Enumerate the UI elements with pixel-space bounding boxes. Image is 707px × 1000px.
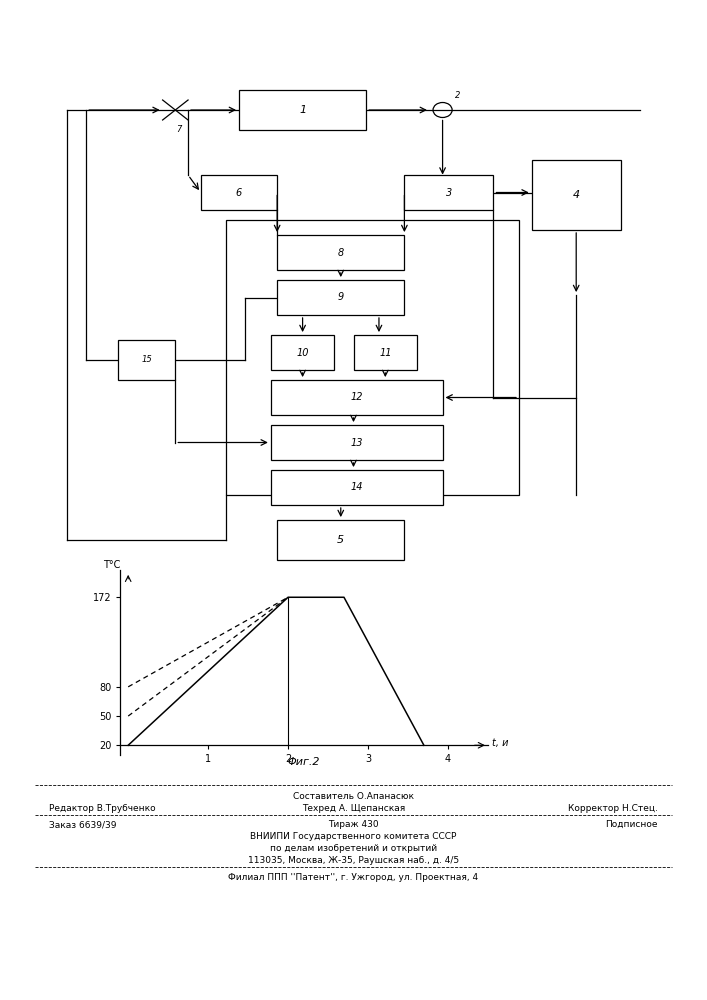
Text: Заказ 6639/39: Заказ 6639/39 (49, 820, 117, 829)
Text: Φиг.2: Φиг.2 (288, 757, 320, 767)
Text: T°C: T°C (103, 560, 121, 570)
Bar (354, 335, 417, 370)
Bar (271, 470, 443, 505)
Text: Тираж 430: Тираж 430 (328, 820, 379, 829)
Text: 7: 7 (176, 125, 181, 134)
Text: Составитель О.Апанасюк: Составитель О.Апанасюк (293, 792, 414, 801)
Text: Техред А. Щепанская: Техред А. Щепанская (302, 804, 405, 813)
Text: 11: 11 (379, 348, 392, 358)
Bar (226, 220, 519, 495)
Bar (271, 380, 443, 415)
Text: t, и: t, и (492, 738, 508, 748)
Text: 14: 14 (351, 483, 363, 492)
Text: ВНИИПИ Государственного комитета СССР: ВНИИПИ Государственного комитета СССР (250, 832, 457, 841)
Text: 2: 2 (455, 91, 461, 100)
Text: 4: 4 (573, 190, 580, 200)
Text: 6: 6 (236, 188, 242, 198)
Text: 13: 13 (351, 438, 363, 448)
Text: 113035, Москва, Ж-35, Раушская наб., д. 4/5: 113035, Москва, Ж-35, Раушская наб., д. … (248, 856, 459, 865)
Bar (277, 235, 404, 270)
Text: 8: 8 (338, 247, 344, 257)
Bar (239, 90, 366, 130)
Bar (201, 175, 277, 210)
Text: Корректор Н.Стец.: Корректор Н.Стец. (568, 804, 658, 813)
Bar (118, 340, 175, 380)
Bar (532, 160, 621, 230)
Text: 12: 12 (351, 392, 363, 402)
Bar (404, 175, 493, 210)
Text: 5: 5 (337, 535, 344, 545)
Bar (271, 335, 334, 370)
Text: Редактор В.Трубченко: Редактор В.Трубченко (49, 804, 156, 813)
Bar (277, 280, 404, 315)
Text: Φиг.1: Φиг.1 (337, 590, 370, 600)
Text: Подписное: Подписное (605, 820, 658, 829)
Text: 15: 15 (141, 356, 152, 364)
Text: 1: 1 (299, 105, 306, 115)
Text: 9: 9 (338, 292, 344, 302)
Text: по делам изобретений и открытий: по делам изобретений и открытий (270, 844, 437, 853)
Bar (277, 520, 404, 560)
Text: 10: 10 (296, 348, 309, 358)
Bar (271, 425, 443, 460)
Text: Филиал ППП ''Патент'', г. Ужгород, ул. Проектная, 4: Филиал ППП ''Патент'', г. Ужгород, ул. П… (228, 873, 479, 882)
Text: 3: 3 (446, 188, 452, 198)
